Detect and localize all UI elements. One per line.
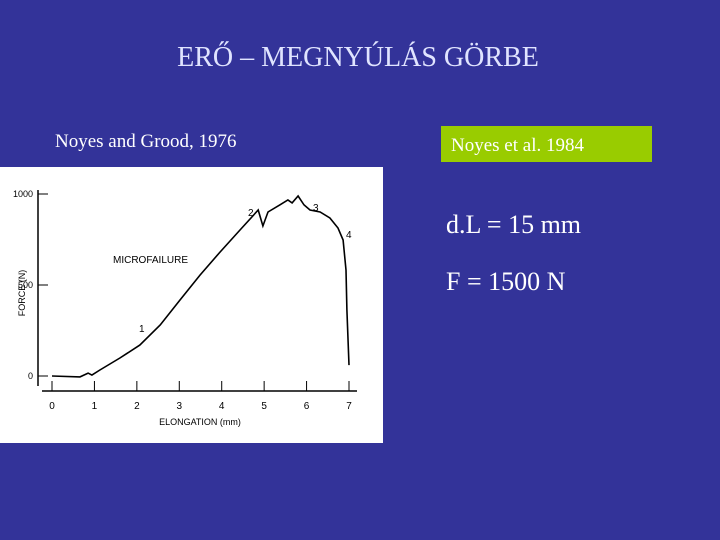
y-tick-label: 1000 bbox=[13, 189, 33, 199]
note: d.L = 15 mm bbox=[446, 210, 581, 239]
annotation: 2 bbox=[248, 208, 254, 219]
note: F = 1500 N bbox=[446, 267, 566, 296]
force-curve bbox=[51, 194, 350, 378]
annotation: 4 bbox=[346, 230, 352, 241]
x-tick-label: 5 bbox=[261, 401, 267, 412]
chart-panel bbox=[0, 167, 383, 443]
x-tick-label: 3 bbox=[177, 401, 183, 412]
left-caption: Noyes and Grood, 1976 bbox=[55, 131, 237, 152]
right-caption: Noyes et al. 1984 bbox=[451, 135, 584, 156]
annotation: 3 bbox=[313, 203, 319, 214]
x-tick-label: 1 bbox=[92, 401, 98, 412]
annotation: 1 bbox=[139, 324, 145, 335]
x-tick-label: 2 bbox=[134, 401, 140, 412]
x-axis-label: ELONGATION (mm) bbox=[159, 417, 241, 427]
y-axis-label: FORCE (N) bbox=[17, 270, 27, 317]
x-tick-label: 7 bbox=[346, 401, 352, 412]
x-tick-label: 0 bbox=[49, 401, 55, 412]
x-tick-label: 4 bbox=[219, 401, 225, 412]
y-tick-label: 500 bbox=[18, 280, 33, 290]
chart: 0 500 1000 0 1 2 3 4 5 6 7 ELONGATION (mm) FORCE (N)… bbox=[13, 189, 357, 427]
caption-box bbox=[441, 126, 652, 162]
y-tick-label: 0 bbox=[28, 371, 33, 381]
x-tick-label: 6 bbox=[304, 401, 310, 412]
slide-title: ERŐ – MEGNYÚLÁS GÖRBE bbox=[177, 42, 539, 73]
annotation: MICROFAILURE bbox=[113, 255, 188, 266]
